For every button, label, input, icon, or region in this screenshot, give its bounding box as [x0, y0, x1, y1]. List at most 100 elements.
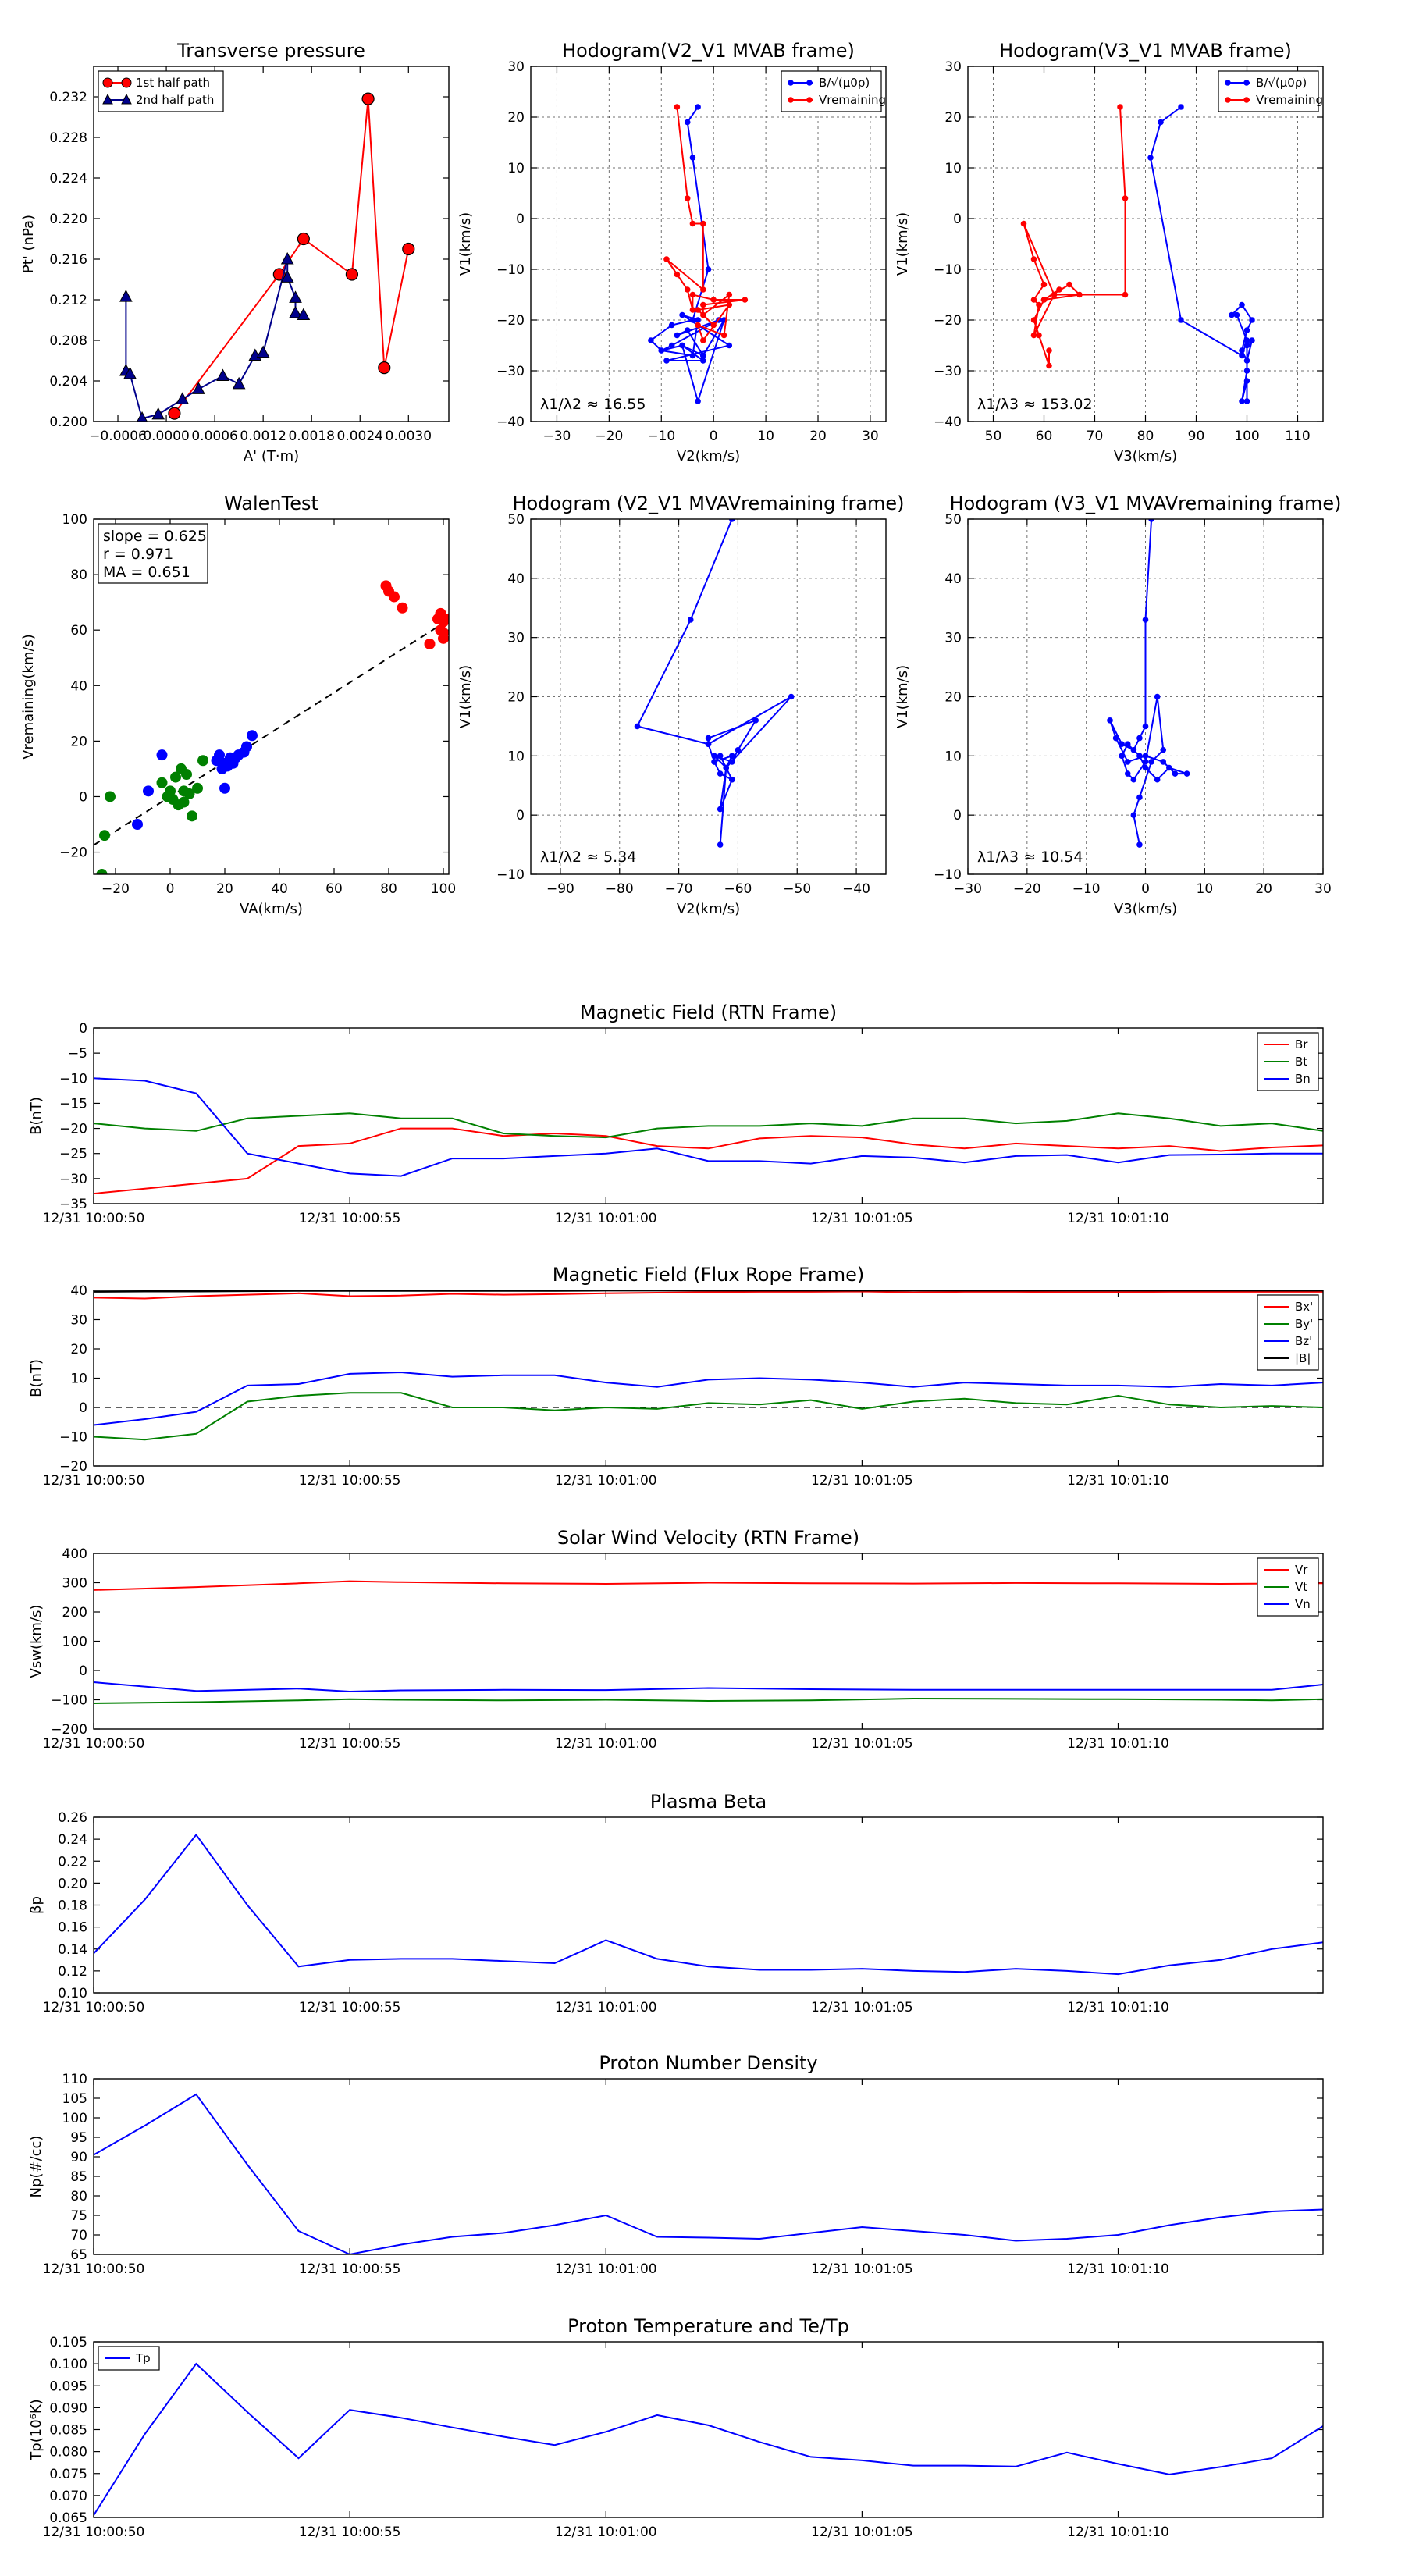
annotation-box: [98, 523, 208, 584]
scatter-point: [424, 638, 436, 649]
data-point: [1136, 735, 1143, 742]
data-point: [705, 741, 712, 747]
legend-label: Br: [1295, 1037, 1308, 1051]
plot-area: [94, 1077, 1323, 1195]
data-point: [674, 332, 681, 339]
x-tick-label: 12/31 10:01:00: [555, 2000, 657, 2016]
chart-plasma_beta: 12/31 10:00:50 12/31 10:00:55 12/31 10:01:…: [28, 1791, 1324, 2016]
data-point: [216, 368, 229, 381]
data-point: [726, 291, 733, 298]
series-line-Bz': [94, 1371, 1323, 1426]
data-point: [1136, 794, 1143, 801]
axes-frame: [93, 1553, 1324, 1730]
scatter-point: [167, 794, 179, 806]
y-tick-label: 0.10: [58, 1986, 87, 2001]
data-point: [1020, 220, 1027, 227]
x-tick-label: 12/31 10:00:55: [299, 2524, 401, 2540]
y-tick-label: 30: [507, 59, 525, 75]
scatter-point: [170, 771, 181, 783]
data-point: [1239, 301, 1245, 308]
legend-label: Bx': [1295, 1300, 1313, 1314]
y-tick-label: 20: [507, 690, 525, 706]
data-point: [729, 519, 735, 522]
data-point: [1117, 104, 1123, 110]
data-point: [1142, 764, 1149, 771]
x-tick-label: 12/31 10:00:50: [43, 2524, 145, 2540]
scatter-point: [156, 777, 168, 788]
series-line-Vremaining: [1023, 106, 1126, 366]
axes-frame: [93, 1027, 1324, 1204]
legend: Br Bt Bn: [1257, 1032, 1319, 1091]
legend: Vr Vt Vn: [1257, 1557, 1319, 1617]
y-tick-label: 0.080: [49, 2445, 87, 2460]
x-tick-label: 80: [1137, 429, 1154, 444]
data-point: [402, 242, 415, 256]
y-tick-label: −20: [59, 845, 87, 861]
data-point: [705, 266, 712, 272]
chart-solar_wind_velocity: 12/31 10:00:50 12/31 10:00:55 12/31 10:01:…: [28, 1527, 1324, 1752]
x-tick-label: −50: [783, 881, 811, 897]
y-tick-label: 30: [944, 631, 962, 646]
data-point: [1119, 753, 1125, 760]
chart-hodogram_v3_v1_mvab: 50 60 70 80 90 100 110 −40 −30 −20 −10 0 10 20 30 Hodog…: [895, 40, 1324, 464]
legend-marker: [102, 93, 113, 105]
scatter-point: [96, 869, 108, 874]
y-tick-label: −20: [59, 1122, 87, 1137]
y-tick-label: 0.070: [49, 2489, 87, 2504]
y-axis-label: Np(#/cc): [28, 2136, 44, 2198]
x-tick-label: 20: [1255, 881, 1272, 897]
x-tick-label: 10: [757, 429, 774, 444]
series-line-By': [94, 1392, 1323, 1441]
data-point: [289, 290, 302, 303]
data-point: [720, 332, 727, 339]
y-tick-label: 0.085: [49, 2423, 87, 2439]
x-tick-label: 80: [380, 881, 397, 897]
data-point: [1040, 281, 1048, 288]
data-point: [1040, 297, 1048, 303]
data-point: [1130, 776, 1137, 783]
y-axis-label: Pt' (nPa): [20, 215, 37, 273]
data-point: [1130, 746, 1137, 753]
series-line-Br: [94, 1127, 1323, 1195]
y-tick-label: 0.075: [49, 2467, 87, 2482]
data-point: [1243, 398, 1250, 404]
x-axis-label: V2(km/s): [677, 448, 740, 464]
legend-label: By': [1295, 1317, 1313, 1331]
y-tick-label: 10: [944, 749, 962, 764]
x-tick-label: 12/31 10:00:55: [299, 1211, 401, 1226]
x-tick-label: 110: [1285, 429, 1310, 444]
x-tick-label: 100: [1234, 429, 1259, 444]
y-tick-label: 10: [70, 1372, 87, 1387]
plot-area: [648, 104, 749, 404]
data-point: [1147, 155, 1154, 161]
scatter-point: [132, 819, 143, 831]
data-point: [679, 342, 685, 349]
scatter-point: [211, 755, 222, 767]
x-tick-label: 12/31 10:00:50: [43, 2000, 145, 2016]
x-tick-label: 12/31 10:01:10: [1067, 2261, 1169, 2277]
y-tick-label: 30: [944, 59, 962, 75]
y-tick-label: 40: [944, 571, 962, 587]
y-tick-label: −25: [59, 1147, 87, 1162]
y-tick-label: 0.232: [49, 90, 87, 105]
y-tick-label: 0.18: [58, 1898, 87, 1914]
axes-frame: [93, 1816, 1324, 1994]
chart-hodogram_v2_v1_mvab: −30 −20 −10 0 10 20 30 −40 −30 −20 −10 0 10 20 30 Hodog…: [457, 40, 887, 464]
x-tick-label: −20: [101, 881, 130, 897]
data-point: [289, 305, 302, 318]
y-tick-label: 0.105: [49, 2335, 87, 2350]
x-tick-label: 12/31 10:00:55: [299, 1473, 401, 1489]
y-tick-label: 0.22: [58, 1854, 87, 1870]
y-axis-label: Vremaining(km/s): [20, 634, 37, 760]
plot-area: [94, 1833, 1323, 1976]
x-tick-label: 12/31 10:01:10: [1067, 1473, 1169, 1489]
legend-label: Vn: [1295, 1597, 1311, 1611]
data-point: [1243, 327, 1250, 333]
data-point: [684, 327, 691, 333]
y-tick-label: 20: [70, 1342, 87, 1357]
x-tick-label: 12/31 10:01:05: [811, 1736, 913, 1752]
x-tick-label: 12/31 10:00:55: [299, 2000, 401, 2016]
y-tick-label: 0.26: [58, 1810, 87, 1826]
series-line-B: [636, 519, 792, 845]
data-point: [1239, 398, 1245, 404]
